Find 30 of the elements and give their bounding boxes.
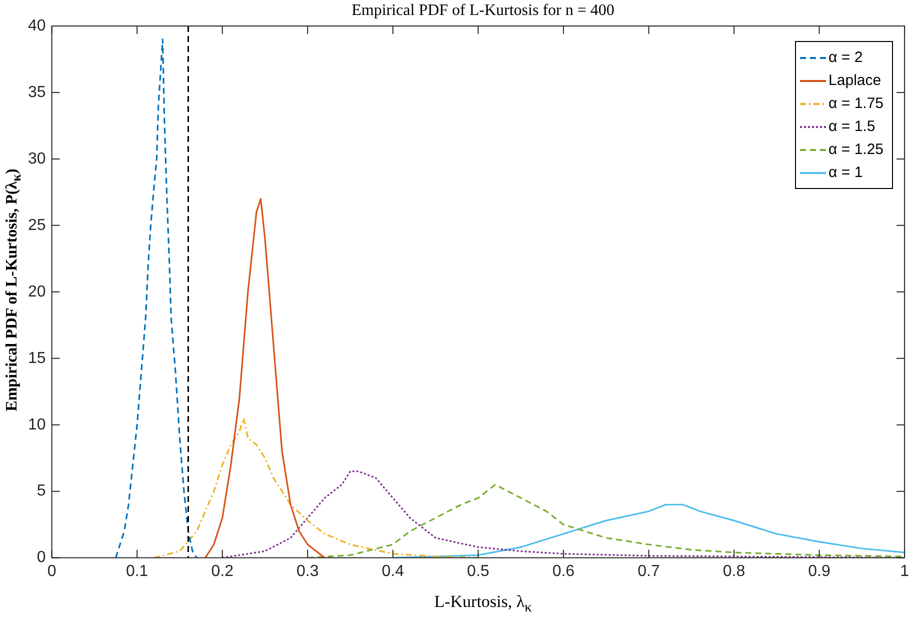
y-tick-label: 30 (28, 150, 46, 168)
x-axis-title: L-Kurtosis, λ$_{κ}$ (433, 592, 533, 616)
y-tick-label: 15 (28, 350, 46, 367)
y-tick-label: 40 (28, 17, 46, 34)
x-tick-label: 0.7 (638, 562, 660, 580)
line-series (222, 470, 905, 558)
legend-label: Laplace (828, 72, 882, 89)
x-tick-label: 1 (900, 562, 910, 580)
chart-title: Empirical PDF of L-Kurtosis for n = 400 (350, 2, 616, 20)
legend-label: α = 1 (828, 164, 863, 181)
y-tick-label: 25 (28, 216, 46, 234)
legend-label: α = 1.75 (828, 95, 884, 112)
x-tick-label: 0.9 (808, 562, 830, 580)
legend-label: α = 1.5 (828, 118, 876, 135)
x-tick-label: 0.6 (552, 562, 575, 580)
y-tick-label: 0 (36, 549, 46, 566)
line-series (153, 417, 479, 558)
line-series (114, 38, 198, 558)
x-tick-label: 0.3 (296, 562, 319, 580)
legend-label: α = 2 (828, 49, 863, 66)
x-tick-label: 0.8 (722, 562, 746, 580)
legend-label: α = 1.25 (828, 141, 884, 158)
y-tick-label: 5 (36, 482, 46, 500)
x-tick-label: 0.5 (467, 562, 490, 580)
y-tick-label: 20 (28, 283, 46, 300)
y-tick-label: 10 (28, 416, 46, 434)
x-tick-label: 0.2 (211, 562, 234, 580)
y-tick-label: 35 (28, 84, 46, 101)
x-tick-label: 0.1 (126, 562, 148, 580)
x-tick-label: 0.4 (382, 562, 404, 580)
